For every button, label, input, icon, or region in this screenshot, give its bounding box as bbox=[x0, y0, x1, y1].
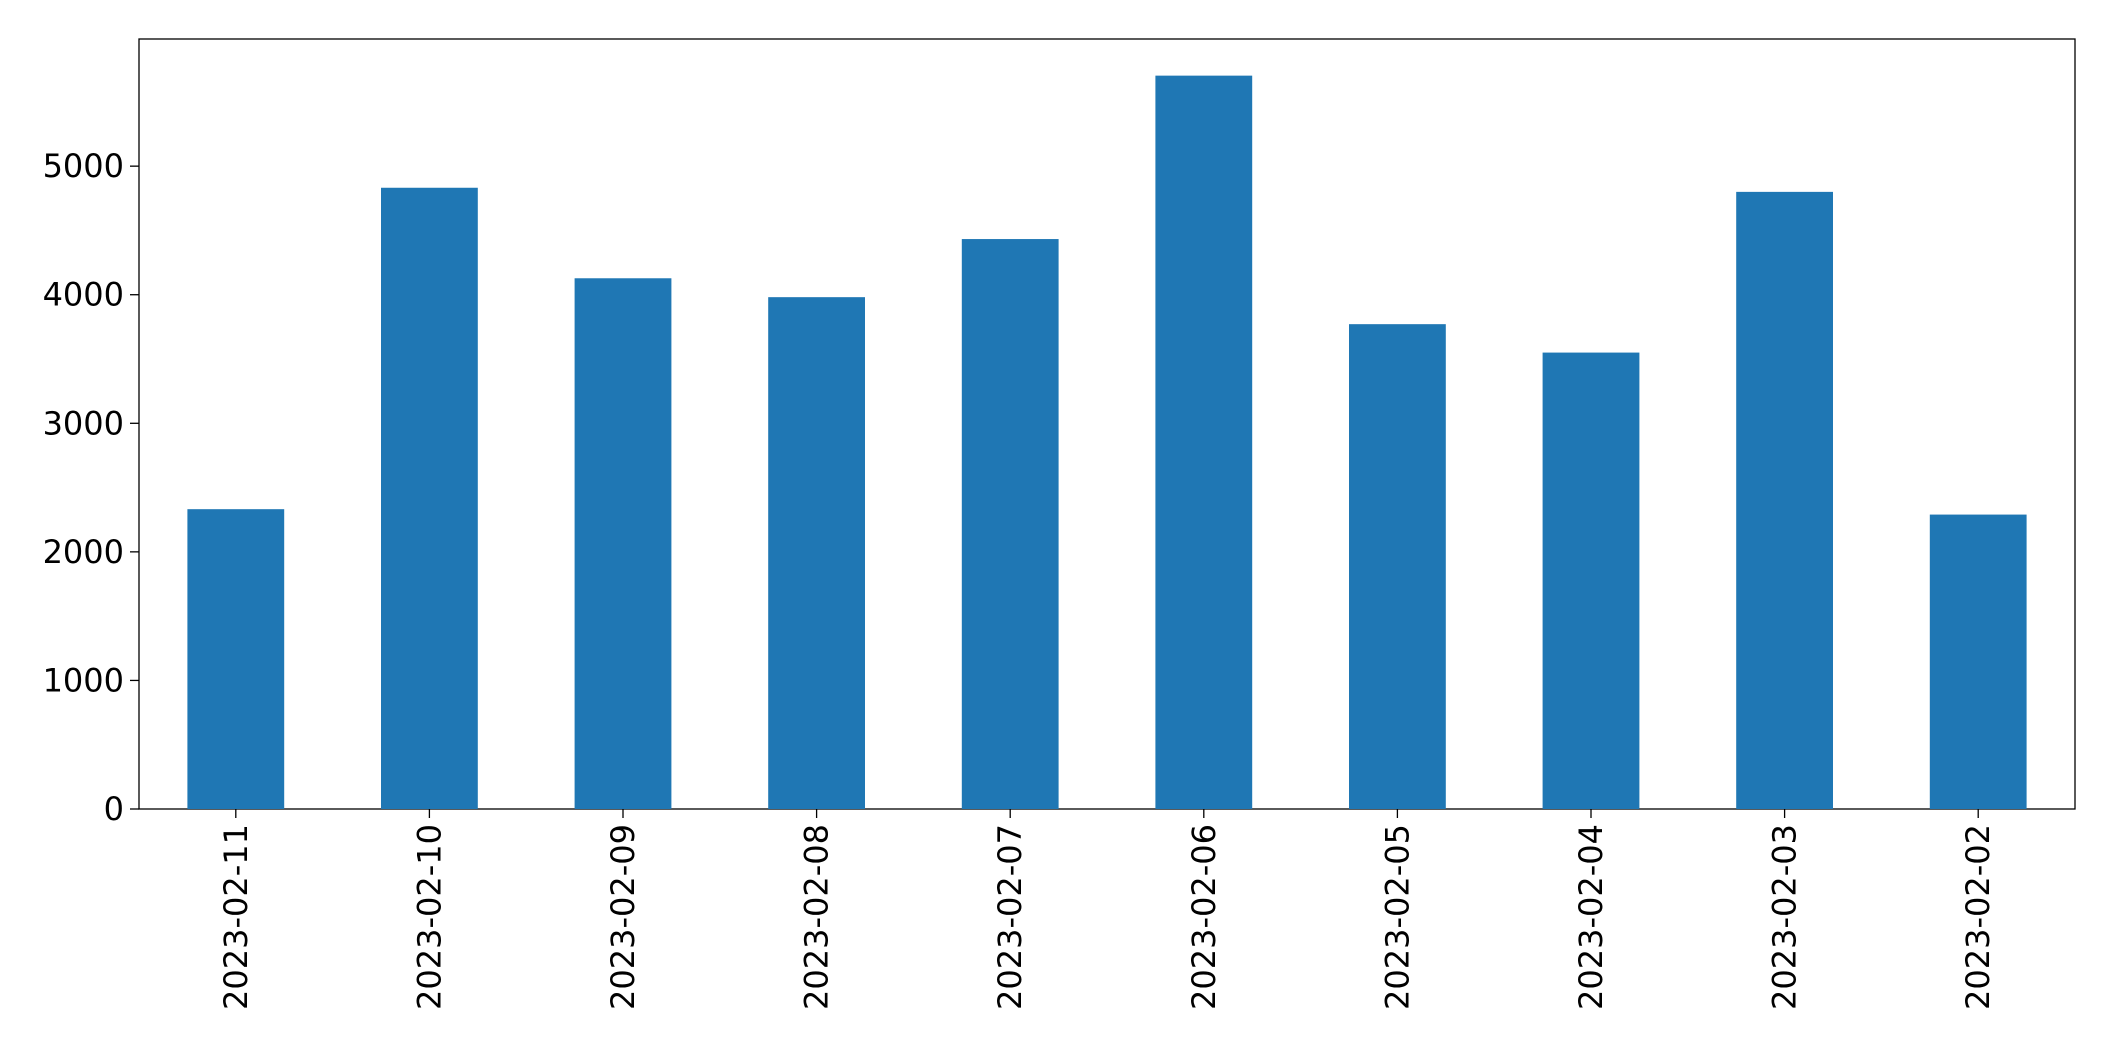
x-tick-label: 2023-02-11 bbox=[217, 824, 255, 1010]
plot-frame bbox=[138, 38, 2076, 810]
bar bbox=[1542, 352, 1640, 809]
bar bbox=[1736, 191, 1833, 809]
bar bbox=[1929, 514, 2027, 809]
bar bbox=[574, 278, 672, 810]
x-tick-label: 2023-02-05 bbox=[1378, 824, 1416, 1010]
x-tick-label: 2023-02-04 bbox=[1572, 824, 1610, 1010]
x-tick-label: 2023-02-09 bbox=[604, 824, 642, 1010]
bar bbox=[768, 297, 865, 809]
y-tick-label: 2000 bbox=[43, 533, 124, 571]
y-tick-label: 4000 bbox=[43, 276, 124, 314]
bar bbox=[187, 509, 285, 809]
y-tick-label: 5000 bbox=[43, 147, 124, 185]
bar bbox=[961, 239, 1059, 809]
x-tick-label: 2023-02-10 bbox=[410, 824, 448, 1010]
y-tick-label: 3000 bbox=[43, 404, 124, 442]
x-tick-label: 2023-02-03 bbox=[1766, 824, 1804, 1010]
y-tick-label: 1000 bbox=[43, 661, 124, 699]
x-tick-label: 2023-02-06 bbox=[1185, 824, 1223, 1010]
bar bbox=[1349, 324, 1446, 809]
x-tick-label: 2023-02-08 bbox=[798, 824, 836, 1010]
bar bbox=[1155, 75, 1253, 810]
y-tick-label: 0 bbox=[104, 790, 124, 828]
bar bbox=[381, 187, 478, 809]
x-tick-label: 2023-02-02 bbox=[1959, 824, 1997, 1010]
x-tick-label: 2023-02-07 bbox=[991, 824, 1029, 1010]
